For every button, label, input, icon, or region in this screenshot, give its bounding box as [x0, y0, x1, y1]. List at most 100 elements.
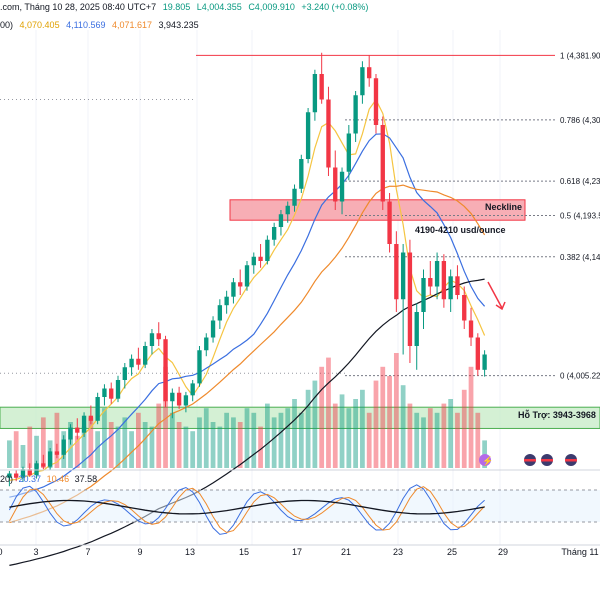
x-tick-label: 7: [85, 547, 90, 557]
volume-bar: [387, 376, 392, 468]
volume-bar: [122, 417, 128, 468]
volume-bar: [237, 422, 243, 468]
volume-bar: [129, 431, 134, 468]
volume-bar: [373, 380, 379, 468]
volume-bar: [7, 440, 12, 468]
candle-body: [265, 239, 270, 261]
candle-body: [217, 305, 223, 321]
candle-body: [142, 346, 148, 365]
candle-body: [258, 256, 263, 261]
candle-body: [81, 415, 87, 433]
volume-bar: [244, 408, 250, 468]
candle-body: [448, 276, 453, 300]
us-flag-stripe: [524, 459, 536, 462]
volume-bar: [407, 403, 413, 468]
lightning-icon: [479, 454, 491, 466]
volume-bar: [441, 403, 447, 468]
candle-body: [122, 367, 127, 380]
volume-bar: [54, 412, 60, 468]
candle-body: [170, 392, 175, 402]
neckline-label: Neckline: [485, 202, 522, 212]
volume-bar: [264, 403, 270, 468]
candle-body: [183, 395, 189, 406]
candle-body: [312, 74, 318, 113]
volume-bar: [102, 408, 107, 468]
candle-body: [271, 227, 277, 240]
stoch-legend: 20) 20.37 10.46 37.58: [0, 474, 100, 484]
us-flag-stripe: [541, 459, 553, 462]
volume-bar: [448, 399, 454, 468]
candle-body: [238, 282, 243, 287]
candle-body: [47, 451, 53, 467]
candle-body: [109, 388, 114, 399]
fib-label: 0 (4,005.22: [560, 372, 600, 381]
volume-bar: [326, 357, 331, 468]
volume-bar: [346, 408, 352, 468]
candle-body: [373, 78, 379, 125]
candle-body: [34, 463, 39, 476]
volume-bar: [34, 435, 39, 468]
neckline-zone-label: 4190-4210 usd/ounce: [415, 225, 506, 235]
candle-body: [462, 295, 467, 321]
candle-body: [285, 205, 290, 215]
volume-bar: [149, 426, 155, 468]
candle-body: [292, 188, 297, 206]
x-axis: 0 3 7 9 13 15 17 21 23 25 29 Tháng 11: [0, 544, 600, 557]
volume-bar: [258, 426, 263, 468]
candle-body: [27, 469, 32, 476]
candle-body: [346, 133, 352, 172]
volume-bar: [163, 366, 168, 468]
candle-body: [387, 201, 392, 244]
candle-body: [482, 354, 487, 370]
volume-bar: [40, 417, 46, 468]
change-value: +3.240 (+0.08%): [301, 2, 369, 12]
stoch-k-value: 20.37: [18, 474, 42, 484]
volume-bar: [298, 412, 304, 468]
volume-bar: [176, 422, 182, 468]
candle-body: [305, 112, 311, 159]
volume-bar: [203, 408, 209, 468]
candle-body: [468, 320, 474, 338]
fib-label: 0.786 (4,30: [560, 116, 600, 125]
us-flag-stripe: [565, 459, 577, 462]
volume-bar: [108, 422, 114, 468]
volume-bar: [278, 412, 284, 468]
candle-body: [102, 388, 107, 397]
candle-body: [407, 252, 413, 346]
candle-body: [400, 252, 406, 300]
fib-label: 0.382 (4,14: [560, 253, 600, 262]
x-tick-label: 25: [447, 547, 457, 557]
candle-body: [156, 333, 161, 340]
ohlc-header: .com, Tháng 10 28, 2025 08:40 UTC+7 19.8…: [0, 2, 372, 12]
x-tick-label: 9: [137, 547, 142, 557]
volume-bar: [421, 417, 426, 468]
neckline-zone: [229, 199, 526, 221]
event-icons: ⚡: [479, 454, 577, 467]
support-label: Hỗ Trợ: 3943-3968: [518, 410, 596, 420]
candles: [7, 52, 487, 487]
ma-slow-value: 4,071.617: [111, 20, 153, 30]
volume-bar: [13, 431, 19, 468]
volume-bar: [20, 445, 26, 468]
volume-bar: [475, 412, 481, 468]
candle-body: [149, 333, 155, 346]
volume-bar: [332, 403, 338, 468]
volume-bar: [427, 408, 433, 468]
volume-bar: [197, 417, 202, 468]
candle-body: [394, 244, 399, 300]
x-tick-label: 13: [185, 547, 195, 557]
x-tick-label: 0: [0, 547, 3, 557]
candle-body: [231, 282, 236, 297]
x-tick-label: 29: [498, 547, 508, 557]
x-tick-label: Tháng 11: [561, 547, 598, 557]
candle-body: [68, 427, 73, 440]
candle-body: [380, 125, 385, 202]
candle-body: [455, 276, 460, 295]
volume-bar: [414, 412, 420, 468]
volume-bar: [271, 417, 277, 468]
candle-body: [20, 469, 26, 478]
volume-bar: [183, 426, 189, 468]
x-tick-label: 17: [292, 547, 302, 557]
volume-bar: [292, 399, 297, 468]
